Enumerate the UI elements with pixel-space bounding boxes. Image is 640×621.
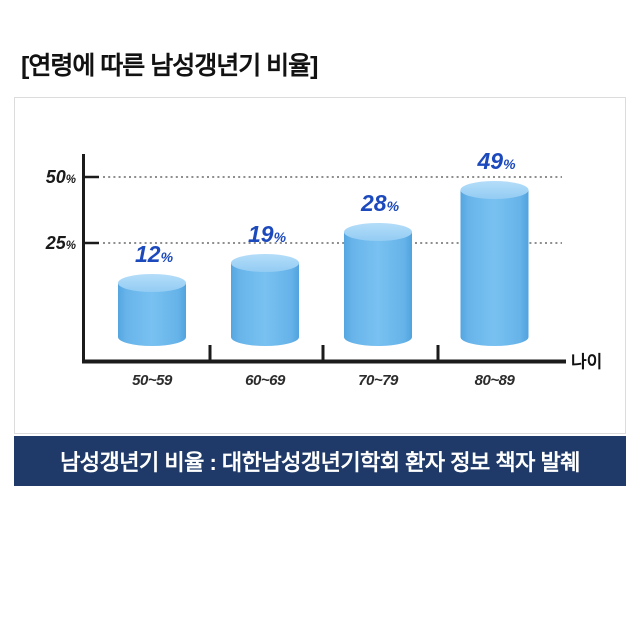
value-label-2: 28% xyxy=(360,190,400,216)
category-label-1: 60~69 xyxy=(245,372,286,389)
category-label-3: 80~89 xyxy=(475,372,516,389)
category-label-2: 70~79 xyxy=(358,372,399,389)
chart-container: 25% 50% 나이 12% 50~59 19% 60~69 28% 70~79 49% 80~89 xyxy=(14,97,626,434)
bar-60~69 xyxy=(231,254,299,346)
value-label-3: 49% xyxy=(476,148,516,174)
bar-body xyxy=(231,263,299,346)
bar-80~89 xyxy=(460,181,529,346)
source-text: 남성갱년기 비율 : 대한남성갱년기학회 환자 정보 책자 발췌 xyxy=(60,450,580,475)
x-axis-label: 나이 xyxy=(571,353,602,372)
bar-top xyxy=(344,223,412,241)
bar-chart: 25% 50% 나이 12% 50~59 19% 60~69 28% 70~79 49% 80~89 xyxy=(45,148,603,389)
ytick-label-50: 50% xyxy=(46,167,76,187)
bar-body xyxy=(118,283,186,346)
bar-50~59 xyxy=(118,274,186,346)
bar-top xyxy=(118,274,186,292)
page-title: [연령에 따른 남성갱년기 비율] xyxy=(21,52,318,80)
value-label-1: 19% xyxy=(248,221,287,247)
source-banner: 남성갱년기 비율 : 대한남성갱년기학회 환자 정보 책자 발췌 xyxy=(14,436,626,486)
bar-top xyxy=(460,181,529,199)
value-label-0: 12% xyxy=(135,241,174,267)
ytick-label-25: 25% xyxy=(45,233,76,253)
category-label-0: 50~59 xyxy=(132,372,173,389)
bar-70~79 xyxy=(344,223,412,346)
bar-body xyxy=(460,190,529,346)
bar-top xyxy=(231,254,299,272)
bar-body xyxy=(344,232,412,346)
